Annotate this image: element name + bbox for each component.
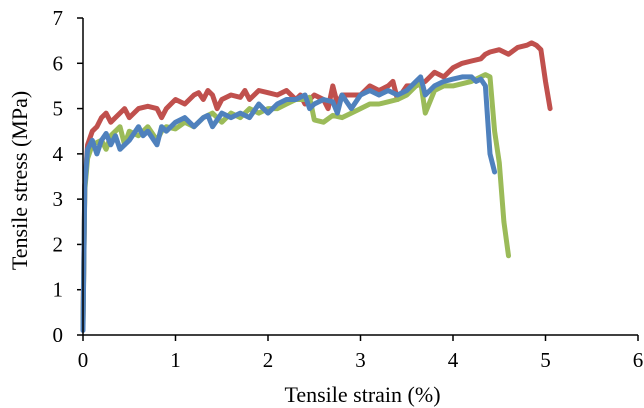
x-tick-marks	[82, 335, 639, 341]
x-tick-label: 1	[170, 348, 181, 372]
x-tick-label: 6	[633, 348, 644, 372]
x-tick-label: 0	[78, 348, 89, 372]
x-tick-label: 5	[540, 348, 551, 372]
y-tick-label: 7	[53, 6, 64, 30]
y-tick-labels: 0 1 2 3 4 5 6 7	[53, 6, 64, 347]
y-tick-label: 0	[53, 323, 64, 347]
y-tick-marks	[77, 17, 83, 336]
series-line-3	[80, 74, 498, 333]
y-tick-label: 1	[53, 278, 64, 302]
y-axis-title: Tensile stress (MPa)	[7, 91, 32, 270]
x-tick-label: 4	[448, 348, 459, 372]
y-tick-label: 6	[53, 51, 64, 75]
x-tick-label: 2	[263, 348, 274, 372]
series-line-1	[80, 40, 553, 324]
y-tick-label: 2	[53, 232, 64, 256]
data-series	[80, 40, 553, 333]
y-tick-label: 4	[53, 142, 64, 166]
y-tick-label: 5	[53, 97, 64, 121]
x-axis-title: Tensile strain (%)	[284, 382, 440, 407]
x-tick-labels: 0 1 2 3 4 5 6	[78, 348, 644, 372]
series-line-2	[80, 72, 511, 329]
x-tick-label: 3	[355, 348, 366, 372]
y-tick-label: 3	[53, 187, 64, 211]
